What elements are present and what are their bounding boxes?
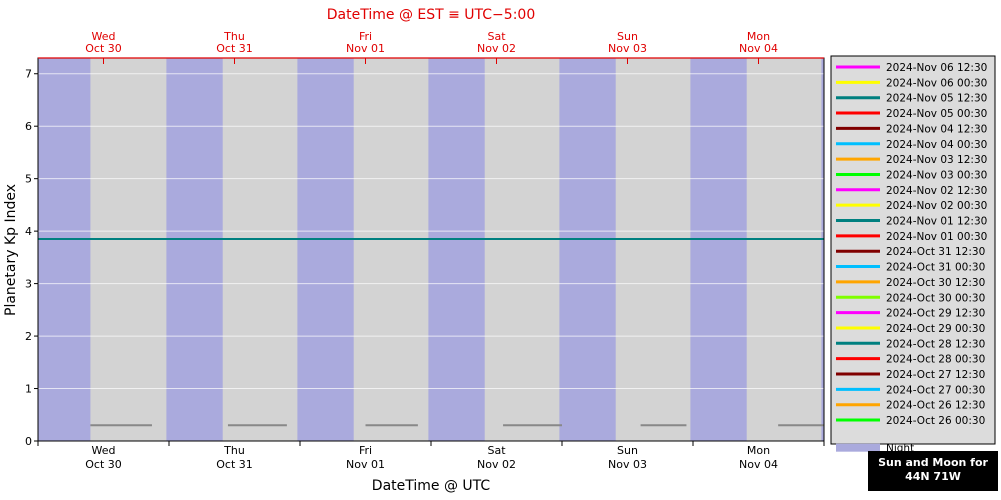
top-axis-title: DateTime @ EST ≡ UTC−5:00 (327, 7, 535, 23)
x-tick-label-weekday: Wed (92, 444, 116, 457)
legend-label: 2024-Oct 31 00:30 (886, 262, 985, 274)
x-tick-label-weekday: Sat (487, 444, 506, 457)
x-tick-label-date: Nov 03 (608, 458, 647, 471)
x-tick-label-weekday: Sun (617, 444, 638, 457)
legend-label: 2024-Oct 31 12:30 (886, 246, 985, 258)
night-band (38, 58, 91, 441)
night-band (559, 58, 616, 441)
legend-label: 2024-Oct 29 12:30 (886, 308, 985, 320)
legend-label: 2024-Oct 28 12:30 (886, 338, 985, 350)
night-band (690, 58, 747, 441)
x-tick-label-weekday: Fri (359, 444, 372, 457)
legend-label: 2024-Oct 27 00:30 (886, 384, 985, 396)
night-band (166, 58, 223, 441)
top-tick-label-date: Nov 03 (608, 42, 647, 55)
legend-label: 2024-Nov 06 12:30 (886, 62, 987, 74)
legend-label: 2024-Oct 26 00:30 (886, 415, 985, 427)
top-tick-label-weekday: Sun (617, 30, 638, 43)
x-tick-label-date: Oct 31 (216, 458, 253, 471)
legend-label: 2024-Nov 02 12:30 (886, 185, 987, 197)
x-tick-label-weekday: Mon (747, 444, 770, 457)
legend-label: 2024-Oct 30 12:30 (886, 277, 985, 289)
top-tick-label-date: Oct 31 (216, 42, 253, 55)
x-tick-label-date: Nov 02 (477, 458, 516, 471)
night-band (297, 58, 354, 441)
legend-label: 2024-Nov 04 00:30 (886, 139, 987, 151)
top-tick-label-date: Nov 04 (739, 42, 778, 55)
x-tick-label-date: Nov 04 (739, 458, 778, 471)
legend-label: 2024-Nov 05 12:30 (886, 93, 987, 105)
legend-swatch (836, 443, 880, 452)
legend: 2024-Nov 06 12:30 2024-Nov 06 00:30 2024-N… (830, 55, 996, 470)
top-tick-label-weekday: Sat (487, 30, 506, 43)
top-tick-label-weekday: Mon (747, 30, 770, 43)
top-tick-label-date: Nov 02 (477, 42, 516, 55)
legend-label: 2024-Oct 30 00:30 (886, 292, 985, 304)
x-tick-label-weekday: Thu (223, 444, 245, 457)
y-tick-label: 6 (25, 120, 32, 133)
grid-lines (38, 73, 824, 390)
y-axis: 0 1 2 3 4 5 6 7 (25, 68, 38, 448)
y-tick-label: 1 (25, 383, 32, 396)
sun-moon-location-box: Sun and Moon for 44N 71W (868, 451, 998, 491)
top-tick-label-weekday: Fri (359, 30, 372, 43)
sun-moon-title: Sun and Moon for (878, 456, 988, 469)
top-tick-label-date: Nov 01 (346, 42, 385, 55)
legend-label: 2024-Oct 26 12:30 (886, 400, 985, 412)
sun-moon-location: 44N 71W (905, 470, 961, 483)
legend-label: 2024-Oct 27 12:30 (886, 369, 985, 381)
top-tick-label-weekday: Wed (92, 30, 116, 43)
night-band (428, 58, 485, 441)
night-bands (38, 58, 824, 441)
top-tick-label-date: Oct 30 (85, 42, 122, 55)
bottom-axis-title: DateTime @ UTC (372, 478, 491, 494)
legend-label: 2024-Oct 29 00:30 (886, 323, 985, 335)
legend-label: 2024-Nov 03 12:30 (886, 154, 987, 166)
y-axis-label: Planetary Kp Index (3, 184, 19, 316)
top-tick-label-weekday: Thu (223, 30, 245, 43)
y-tick-label: 4 (25, 225, 32, 238)
y-tick-label: 5 (25, 173, 32, 186)
legend-label: 2024-Nov 04 12:30 (886, 123, 987, 135)
plot-area (38, 58, 824, 441)
night-band (821, 58, 824, 441)
legend-label: 2024-Nov 01 00:30 (886, 231, 987, 243)
legend-swatch (836, 459, 880, 468)
legend-label: 2024-Oct 28 00:30 (886, 354, 985, 366)
legend-label: 2024-Nov 01 12:30 (886, 216, 987, 228)
legend-label: 2024-Nov 05 00:30 (886, 108, 987, 120)
y-tick-label: 2 (25, 330, 32, 343)
y-tick-label: 7 (25, 68, 32, 81)
legend-label: 2024-Nov 06 00:30 (886, 77, 987, 89)
y-tick-label: 3 (25, 278, 32, 291)
y-tick-label: 0 (25, 435, 32, 448)
legend-label: 2024-Nov 02 00:30 (886, 200, 987, 212)
x-tick-label-date: Nov 01 (346, 458, 385, 471)
legend-label: 2024-Nov 03 00:30 (886, 169, 987, 181)
x-tick-label-date: Oct 30 (85, 458, 122, 471)
